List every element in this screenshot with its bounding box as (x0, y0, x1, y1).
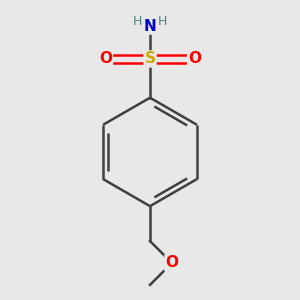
Text: O: O (188, 52, 201, 67)
Text: H: H (133, 15, 142, 28)
Text: O: O (99, 52, 112, 67)
Text: H: H (158, 15, 167, 28)
Text: S: S (145, 52, 155, 67)
Text: O: O (165, 256, 178, 271)
Text: N: N (144, 19, 156, 34)
